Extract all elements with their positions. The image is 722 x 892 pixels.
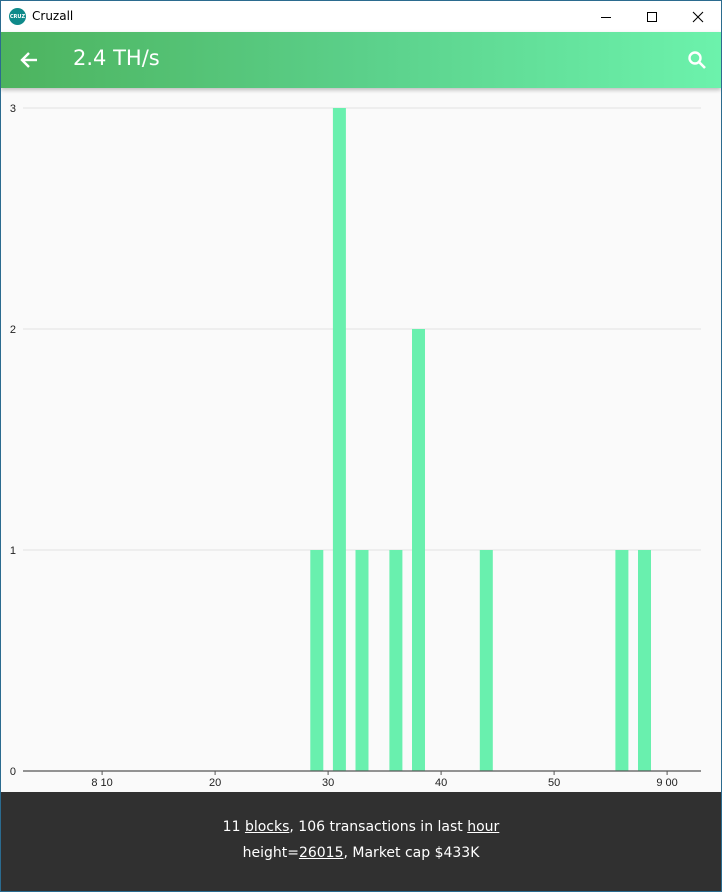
close-icon bbox=[692, 11, 704, 23]
hour-link[interactable]: hour bbox=[467, 819, 499, 835]
page-title: 2.4 TH/s bbox=[73, 46, 160, 70]
bar-4 bbox=[412, 329, 425, 771]
bar-7 bbox=[638, 550, 651, 771]
search-button[interactable] bbox=[681, 44, 713, 76]
bar-1 bbox=[333, 108, 346, 771]
y-tick-label-0: 0 bbox=[10, 766, 16, 778]
window-title: Cruzall bbox=[32, 9, 73, 23]
footer-line-height: height=26015, Market cap $433K bbox=[1, 845, 721, 861]
maximize-icon bbox=[646, 11, 658, 23]
market-cap-text: , Market cap $433K bbox=[344, 845, 480, 861]
blocks-link[interactable]: blocks bbox=[245, 819, 289, 835]
transactions-text: , 106 transactions in last bbox=[289, 819, 467, 835]
y-tick-label-2: 2 bbox=[10, 324, 16, 336]
bar-2 bbox=[356, 550, 369, 771]
minimize-button[interactable] bbox=[583, 1, 629, 32]
blocks-count: 11 bbox=[223, 819, 241, 835]
close-button[interactable] bbox=[675, 1, 721, 32]
footer-line-blocks: 11 blocks, 106 transactions in last hour bbox=[1, 819, 721, 835]
back-button[interactable] bbox=[13, 44, 45, 76]
x-tick-label-0: 8 10 bbox=[91, 777, 112, 789]
bar-3 bbox=[389, 550, 402, 771]
maximize-button[interactable] bbox=[629, 1, 675, 32]
status-footer: 11 blocks, 106 transactions in last hour… bbox=[1, 792, 721, 892]
y-tick-label-1: 1 bbox=[10, 545, 16, 557]
chart-svg: 0 1 2 3 8 10 20 30 40 50 9 00 bbox=[1, 88, 721, 792]
app-logo-icon: CRUZ bbox=[9, 8, 26, 25]
arrow-back-icon bbox=[19, 50, 39, 70]
height-prefix: height= bbox=[243, 845, 299, 861]
y-tick-label-3: 3 bbox=[10, 103, 16, 115]
app-bar: 2.4 TH/s bbox=[1, 32, 721, 88]
minimize-icon bbox=[600, 11, 612, 23]
blocks-chart: 0 1 2 3 8 10 20 30 40 50 9 00 bbox=[1, 88, 721, 792]
bar-6 bbox=[615, 550, 628, 771]
x-tick-label-1: 20 bbox=[209, 777, 221, 789]
bar-5 bbox=[480, 550, 493, 771]
window-titlebar[interactable]: CRUZ Cruzall bbox=[1, 1, 721, 32]
x-tick-label-3: 40 bbox=[435, 777, 447, 789]
app-logo-text: CRUZ bbox=[10, 14, 25, 20]
x-tick-label-2: 30 bbox=[322, 777, 334, 789]
bar-0 bbox=[310, 550, 323, 771]
search-icon bbox=[687, 50, 707, 70]
x-tick-label-5: 9 00 bbox=[656, 777, 677, 789]
height-link[interactable]: 26015 bbox=[299, 845, 344, 861]
x-tick-label-4: 50 bbox=[548, 777, 560, 789]
